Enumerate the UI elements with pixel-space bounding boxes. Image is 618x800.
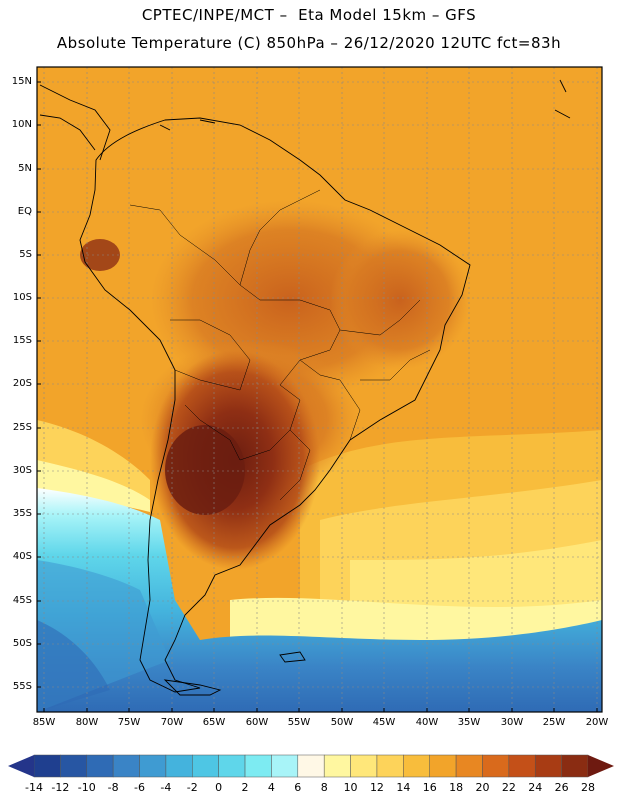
title-line-1: CPTEC/INPE/MCT – Eta Model 15km – GFS: [141, 6, 477, 24]
colorbar-tick-label: -12: [51, 781, 70, 794]
colorbar-swatch: [33, 754, 61, 778]
lat-label: 10S: [12, 292, 32, 303]
lon-label: 40W: [415, 717, 439, 728]
colorbar-tick-label: 28: [581, 781, 595, 794]
colorbar-swatch: [403, 754, 430, 778]
colorbar-swatch: [429, 754, 457, 778]
colorbar-swatch: [455, 754, 483, 778]
colorbar-tick-label: 6: [294, 781, 302, 794]
lat-label: 20S: [12, 378, 32, 389]
lon-label: 55W: [287, 717, 311, 728]
colorbar-tick-label: 8: [320, 781, 328, 794]
lat-label: 40S: [12, 551, 32, 562]
colorbar-swatch: [86, 754, 114, 778]
lat-label: 25S: [12, 422, 32, 433]
colorbar-swatch: [244, 754, 272, 778]
colorbar-left-arrow: [8, 755, 34, 777]
lon-label: 35W: [457, 717, 481, 728]
axis-ticks: [37, 81, 598, 712]
lat-label: EQ: [17, 206, 32, 217]
temperature-field: [37, 67, 602, 712]
colorbar-tick-label: 26: [554, 781, 569, 794]
lat-label: 35S: [12, 508, 32, 519]
lon-label: 85W: [32, 717, 56, 728]
colorbar-tick-label: 16: [422, 781, 437, 794]
colorbar-tick-label: 0: [215, 781, 223, 794]
lat-label: 5S: [19, 249, 32, 260]
title-line-2: Absolute Temperature (C) 850hPa – 26/12/…: [56, 34, 562, 52]
colorbar-tick-label: 10: [343, 781, 358, 794]
colorbar-tick-label: -8: [107, 781, 119, 794]
lat-label: 15N: [11, 76, 32, 87]
colorbar-swatch: [192, 754, 219, 778]
colorbar-tick-label: 2: [241, 781, 249, 794]
lon-label: 20W: [585, 717, 609, 728]
colorbar-tick-label: -14: [25, 781, 43, 794]
colorbar-swatch: [350, 754, 378, 778]
colorbar-swatch: [139, 754, 167, 778]
graticule: [37, 67, 602, 712]
colorbar-tick-label: 18: [449, 781, 464, 794]
colorbar-tick-label: -10: [77, 781, 96, 794]
lat-label: 50S: [12, 638, 32, 649]
colorbar-swatch: [165, 754, 193, 778]
colorbar-swatch: [218, 754, 246, 778]
country-borders: [129, 189, 431, 501]
colorbar-tick-label: -4: [160, 781, 172, 794]
coastlines: [39, 79, 571, 696]
colorbar-right-arrow: [588, 755, 614, 777]
colorbar-swatch: [112, 754, 140, 778]
lon-label: 45W: [372, 717, 396, 728]
lat-label: 10N: [11, 119, 32, 130]
colorbar-tick-label: -6: [134, 781, 145, 794]
lat-label: 30S: [12, 465, 32, 476]
colorbar-swatch: [561, 754, 589, 778]
lon-label: 50W: [330, 717, 354, 728]
lon-label: 65W: [202, 717, 226, 728]
colorbar-swatch: [376, 754, 404, 778]
colorbar-swatch: [297, 754, 325, 778]
colorbar-tick-label: 24: [528, 781, 543, 794]
colorbar-tick-label: 14: [396, 781, 411, 794]
colorbar-swatch: [482, 754, 510, 778]
lat-label: 45S: [12, 595, 32, 606]
colorbar-tick-label: -2: [186, 781, 198, 794]
lon-label: 80W: [75, 717, 99, 728]
lat-label: 55S: [12, 681, 32, 692]
colorbar-swatch: [323, 754, 351, 778]
lon-label: 25W: [542, 717, 566, 728]
lon-label: 75W: [117, 717, 141, 728]
colorbar-tick-label: 12: [369, 781, 384, 794]
colorbar-swatch: [60, 754, 88, 778]
lat-label: 5N: [18, 163, 32, 174]
lon-label: 30W: [500, 717, 524, 728]
colorbar-tick-label: 20: [475, 781, 490, 794]
colorbar-tick-label: 22: [501, 781, 516, 794]
lat-label: 15S: [12, 335, 32, 346]
colorbar-swatch: [508, 754, 536, 778]
colorbar-swatch: [534, 754, 562, 778]
colorbar-swatch: [271, 754, 299, 778]
lon-label: 60W: [245, 717, 269, 728]
lon-label: 70W: [160, 717, 184, 728]
colorbar-tick-label: 4: [267, 781, 275, 794]
map-frame: [36, 66, 603, 713]
